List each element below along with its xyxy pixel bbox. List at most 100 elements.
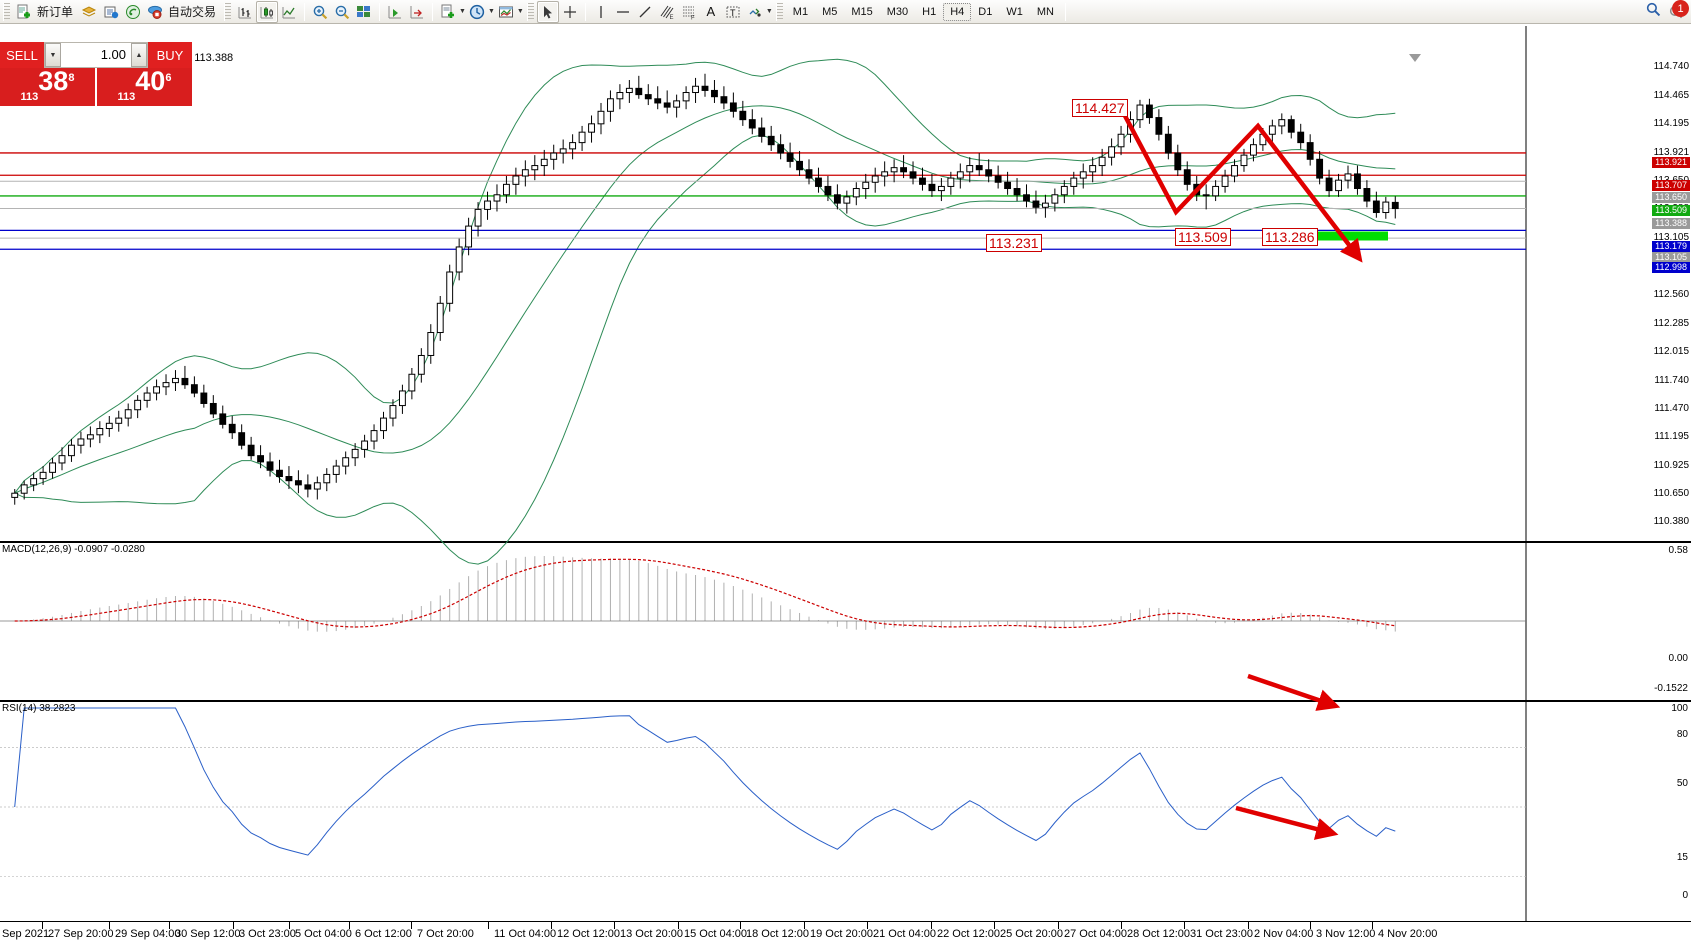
price-chart-canvas[interactable] xyxy=(0,26,1691,921)
timeframe-h4[interactable]: H4 xyxy=(943,2,972,21)
volume-decrease-button[interactable]: ▼ xyxy=(45,43,61,67)
price-tick-8: 112.560 xyxy=(1653,288,1689,300)
time-tick-3: 30 Sep 12:00 xyxy=(175,928,241,940)
volume-stepper[interactable]: ▼ 1.00 ▲ xyxy=(44,42,148,68)
templates-dropdown-caret[interactable]: ▼ xyxy=(516,8,524,15)
sell-price-pip: 8 xyxy=(68,72,75,84)
time-tick-mark-21 xyxy=(1310,922,1311,929)
periods-icon[interactable] xyxy=(466,1,488,23)
annotation-label-0[interactable]: 114.427 xyxy=(1072,99,1128,117)
sell-price-prefix: 113 xyxy=(20,91,39,103)
price-level-badge-7: 112.998 xyxy=(1652,262,1690,273)
macd-indicator-label: MACD(12,26,9) -0.0907 -0.0280 xyxy=(2,544,145,555)
price-tick-13: 111.195 xyxy=(1654,431,1689,443)
time-tick-9: 12 Oct 12:00 xyxy=(557,928,620,940)
trendline-icon[interactable] xyxy=(634,1,656,23)
candlestick-chart-icon[interactable] xyxy=(256,0,279,23)
time-tick-mark-18 xyxy=(1121,922,1122,929)
templates-icon[interactable] xyxy=(78,1,100,23)
buy-price-pip: 6 xyxy=(165,72,172,84)
tile-windows-icon[interactable] xyxy=(353,1,375,23)
macd-scale-min: -0.1522 xyxy=(1654,683,1688,694)
text-icon[interactable]: A xyxy=(706,4,716,19)
annotation-label-3[interactable]: 113.286 xyxy=(1262,228,1318,246)
price-tick-16: 110.380 xyxy=(1653,516,1689,528)
vertical-line-icon[interactable] xyxy=(590,1,612,23)
toolbar-grip[interactable] xyxy=(3,2,10,21)
buy-button[interactable]: BUY xyxy=(148,42,192,68)
toolbar-grip-3[interactable] xyxy=(526,2,534,21)
templates-list-icon[interactable] xyxy=(495,1,517,23)
price-tick-15: 110.650 xyxy=(1653,488,1689,500)
periods-dropdown-caret[interactable]: ▼ xyxy=(487,8,495,15)
sell-button[interactable]: SELL xyxy=(0,42,44,68)
time-tick-mark-6 xyxy=(349,922,350,929)
buy-price-prefix: 113 xyxy=(117,91,136,103)
notification-badge: 1 xyxy=(1672,0,1689,17)
time-tick-11: 15 Oct 04:00 xyxy=(684,928,747,940)
time-axis[interactable]: Sep 2021 27 Sep 20:00 29 Sep 04:00 30 Sep 1… xyxy=(0,921,1691,948)
time-tick-mark-2 xyxy=(109,922,110,929)
timeframe-w1[interactable]: W1 xyxy=(1006,5,1023,18)
indicators-icon[interactable] xyxy=(437,1,459,23)
cursor-icon[interactable] xyxy=(536,0,559,23)
time-tick-22: 4 Nov 20:00 xyxy=(1378,928,1438,940)
auto-scroll-icon[interactable] xyxy=(406,1,428,23)
fibonacci-icon[interactable]: F xyxy=(678,1,700,23)
time-tick-mark-1 xyxy=(42,922,43,929)
alerts-icon[interactable]: 1 xyxy=(1668,0,1689,20)
publish-icon[interactable] xyxy=(100,1,122,23)
time-tick-5: 5 Oct 04:00 xyxy=(295,928,352,940)
chart-area[interactable]: USDJPY-,H4 113.447 113.506 113.293 113.3… xyxy=(0,26,1691,921)
search-icon[interactable] xyxy=(1645,1,1662,23)
time-tick-mark-22 xyxy=(1372,922,1373,929)
toolbar-grip-2[interactable] xyxy=(224,2,232,21)
sell-price-button[interactable]: 113 38 8 xyxy=(0,68,95,106)
new-order-icon[interactable]: 新订单 xyxy=(13,1,78,23)
buy-price-button[interactable]: 113 40 6 xyxy=(95,68,192,106)
time-tick-mark-14 xyxy=(867,922,868,929)
zoom-out-icon[interactable] xyxy=(331,1,353,23)
time-tick-15: 22 Oct 12:00 xyxy=(937,928,1000,940)
toolbar-grip-4[interactable] xyxy=(775,2,783,21)
time-tick-mark-12 xyxy=(740,922,741,929)
equidistant-channel-icon[interactable]: E xyxy=(656,1,678,23)
rsi-scale-100: 100 xyxy=(1671,703,1688,714)
timeframe-h1[interactable]: H1 xyxy=(922,5,937,18)
toolbar-separator-1 xyxy=(304,2,306,21)
volume-input[interactable]: 1.00 xyxy=(61,43,131,67)
crosshair-icon[interactable] xyxy=(559,1,581,23)
time-tick-12: 18 Oct 12:00 xyxy=(746,928,809,940)
time-tick-mark-11 xyxy=(678,922,679,929)
bar-chart-icon[interactable] xyxy=(234,1,256,23)
timeframe-m5[interactable]: M5 xyxy=(822,5,838,18)
indicators-dropdown-caret[interactable]: ▼ xyxy=(459,8,466,15)
price-tick-6: 113.105 xyxy=(1653,232,1689,244)
objects-dropdown-caret[interactable]: ▼ xyxy=(765,8,773,15)
text-label-icon[interactable]: T xyxy=(722,1,744,23)
rsi-scale-80: 80 xyxy=(1676,729,1688,740)
annotation-label-1[interactable]: 113.509 xyxy=(1175,228,1231,246)
one-click-trading-panel[interactable]: SELL ▼ 1.00 ▲ BUY 113 38 8 113 40 6 xyxy=(0,42,192,106)
macd-scale-max: 0.58 xyxy=(1668,545,1688,556)
signals-icon[interactable] xyxy=(122,1,144,23)
timeframe-mn[interactable]: MN xyxy=(1036,5,1054,18)
time-tick-mark-9 xyxy=(551,922,552,929)
price-level-badge-0: 113.921 xyxy=(1652,157,1690,168)
rsi-scale-0: 0 xyxy=(1682,890,1688,901)
annotation-label-2[interactable]: 113.231 xyxy=(986,234,1042,252)
autotrading-icon[interactable]: 自动交易 xyxy=(144,1,221,23)
volume-increase-button[interactable]: ▲ xyxy=(131,43,147,67)
timeframe-d1[interactable]: D1 xyxy=(978,5,993,18)
zoom-in-icon[interactable] xyxy=(309,1,331,23)
shift-end-icon[interactable] xyxy=(384,1,406,23)
horizontal-line-icon[interactable] xyxy=(612,1,634,23)
objects-icon[interactable] xyxy=(744,1,766,23)
line-chart-icon[interactable] xyxy=(278,1,300,23)
timeframe-m30[interactable]: M30 xyxy=(886,5,909,18)
timeframe-m15[interactable]: M15 xyxy=(851,5,873,18)
rsi-scale-15: 15 xyxy=(1676,852,1688,863)
timeframe-m1[interactable]: M1 xyxy=(792,5,809,18)
time-tick-mark-8 xyxy=(488,922,489,929)
toolbar-separator-2 xyxy=(379,2,381,21)
